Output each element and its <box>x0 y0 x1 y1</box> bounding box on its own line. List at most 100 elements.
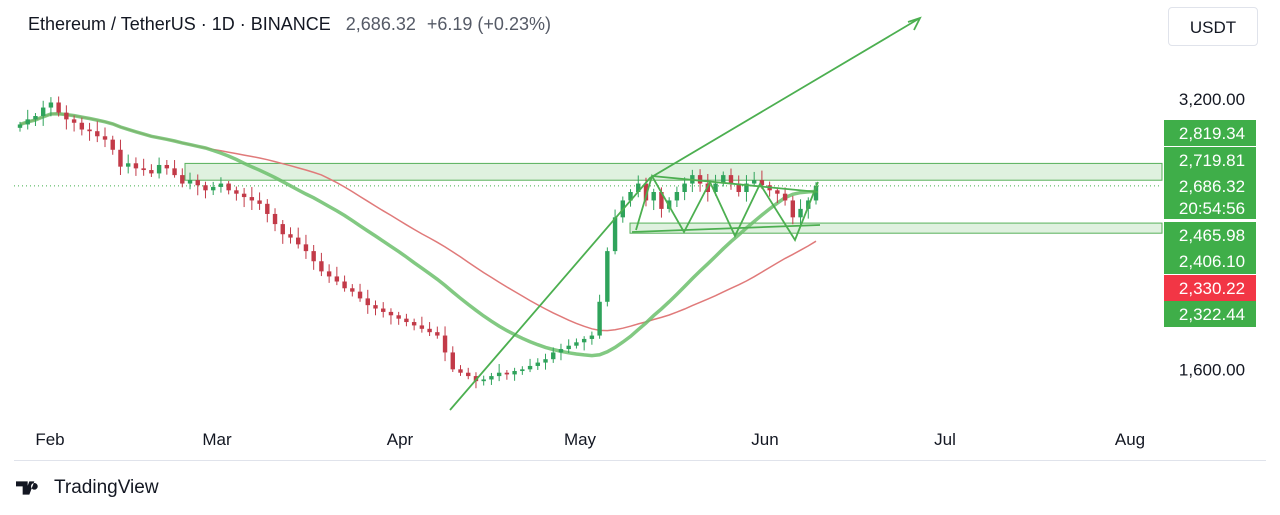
candle-body <box>636 183 641 192</box>
candle-body <box>156 164 162 174</box>
candle-body <box>496 372 502 377</box>
pattern-drawings <box>449 16 922 411</box>
price-label-text: 20:54:56 <box>1179 199 1245 218</box>
candle-body <box>512 371 517 375</box>
price-chart[interactable]: Feb Mar Apr May Jun Jul Aug 3,200.00 1,600.00 2,… <box>0 0 1280 470</box>
currency-button[interactable]: USDT <box>1168 7 1258 46</box>
candle-body <box>813 185 819 201</box>
candle-body <box>71 119 77 123</box>
wedge-upper-line <box>651 175 819 193</box>
candle-body <box>365 298 370 306</box>
price-label-text: 2,819.34 <box>1179 124 1245 143</box>
candle-body <box>551 352 556 360</box>
candle-body <box>25 119 30 125</box>
candle-body <box>172 168 177 176</box>
candle-body <box>296 237 301 245</box>
candle-body <box>581 338 587 343</box>
candle-body <box>125 163 131 167</box>
candle-body <box>744 183 749 192</box>
candle-body <box>450 352 455 370</box>
candle-body <box>728 175 734 184</box>
candle-body <box>751 180 757 184</box>
candle-body <box>396 315 401 319</box>
candle-body <box>381 308 386 312</box>
price-label-text: 2,465.98 <box>1179 226 1245 245</box>
candle-body <box>350 288 355 292</box>
candle-body <box>303 244 309 252</box>
x-tick-label: Aug <box>1115 430 1145 449</box>
candle-body <box>605 251 610 302</box>
candle-body <box>628 192 633 201</box>
candle-body <box>280 224 285 235</box>
projection-line <box>449 17 921 411</box>
candle-body <box>535 362 540 366</box>
candle-body <box>419 325 425 329</box>
wedge-lower-line <box>631 224 821 233</box>
candle-body <box>211 186 216 191</box>
candle-body <box>427 328 432 333</box>
candle-body <box>674 192 680 201</box>
price-label-box <box>1164 248 1256 274</box>
candle-body <box>334 276 340 282</box>
candle-body <box>790 200 796 218</box>
candle-body <box>319 261 324 272</box>
candle-body <box>798 208 803 218</box>
wedge-zigzag <box>635 173 819 242</box>
candle-body <box>589 335 595 339</box>
x-tick-label: May <box>564 430 597 449</box>
candle-body <box>597 301 602 336</box>
candle-body <box>612 217 618 252</box>
arrow-head-icon <box>907 16 922 31</box>
candle-body <box>326 271 332 277</box>
candle-body <box>574 342 579 346</box>
x-tick-label: Jun <box>751 430 778 449</box>
candle-body <box>566 345 571 350</box>
support-resistance-zone <box>629 222 1163 234</box>
symbol-line: Ethereum / TetherUS · 1D · BINANCE <box>28 14 331 34</box>
countdown-label-box <box>1164 197 1256 219</box>
candle-body <box>79 122 85 130</box>
price-label-text: 2,686.32 <box>1179 177 1245 196</box>
zones-layer <box>14 162 1163 234</box>
candle-body <box>543 359 548 363</box>
candle-body <box>442 335 448 353</box>
candle-body <box>56 102 61 113</box>
moving-averages <box>19 111 817 358</box>
candle-body <box>272 213 278 225</box>
x-tick-label: Jul <box>934 430 956 449</box>
footer: TradingView <box>16 477 159 499</box>
candle-body <box>180 175 185 184</box>
candle-body <box>17 124 23 128</box>
candle-body <box>48 102 54 108</box>
moving-average-short <box>19 111 817 358</box>
candle-body <box>141 168 146 171</box>
candle-body <box>721 175 726 184</box>
candle-body <box>218 183 224 187</box>
candle-body <box>33 116 38 120</box>
candle-body <box>643 183 649 201</box>
chart-frame <box>14 0 1266 461</box>
price-label-text: 2,322.44 <box>1179 305 1245 324</box>
candle-body <box>489 376 494 380</box>
candle-body <box>164 164 170 169</box>
candle-body <box>87 129 92 132</box>
candle-body <box>342 281 347 289</box>
candle-body <box>234 190 239 194</box>
last-price: 2,686.32 <box>345 14 416 34</box>
candle-body <box>558 349 564 353</box>
y-tick-label: 3,200.00 <box>1179 90 1245 109</box>
candle-body <box>775 190 780 194</box>
candle-body <box>102 136 108 140</box>
price-label-box <box>1164 120 1256 146</box>
price-label-box <box>1164 173 1256 199</box>
price-label-box <box>1164 301 1256 327</box>
candle-body <box>95 131 100 137</box>
candle-body <box>651 192 656 201</box>
price-labels: 2,819.34 2,719.81 2,686.32 20:54:56 2,465.98… <box>1164 120 1256 327</box>
price-label-text: 2,330.22 <box>1179 279 1245 298</box>
candle-body <box>481 379 486 382</box>
price-label-box <box>1164 222 1256 248</box>
candle-body <box>504 372 510 375</box>
candle-body <box>187 180 193 184</box>
candle-body <box>118 149 123 167</box>
